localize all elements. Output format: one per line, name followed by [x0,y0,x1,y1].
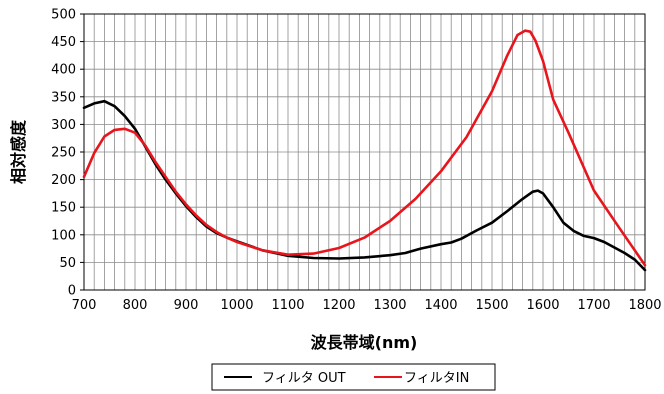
series-line-1 [82,29,647,267]
x-tick-label: 900 [174,298,199,313]
x-axis-ticks: 700 800 900 1000 1100 1200 1300 1400 1500 1600 170… [72,298,662,313]
y-tick-label: 250 [51,146,76,161]
y-axis-title: 相対感度 [9,119,28,184]
y-tick-label: 150 [51,201,76,216]
x-tick-label: 1300 [373,298,406,313]
series-layer [82,29,647,272]
y-tick-label: 350 [51,90,76,105]
x-tick-label: 1800 [628,298,661,313]
legend-box [211,363,496,391]
x-axis-title: 波長帯域(nm) [311,333,418,352]
y-tick-label: 500 [51,8,76,23]
y-tick-label: 400 [51,63,76,78]
x-tick-label: 1500 [475,298,508,313]
legend-label-filter-in: フィルタIN [404,371,469,386]
y-tick-label: 200 [51,173,76,188]
x-tick-label: 1400 [424,298,457,313]
x-tick-label: 700 [72,298,97,313]
x-tick-label: 800 [123,298,148,313]
x-tick-label: 1600 [526,298,559,313]
legend-label-filter-out: フィルタ OUT [262,371,346,386]
y-tick-label: 100 [51,228,76,243]
x-tick-label: 1100 [271,298,304,313]
legend: フィルタ OUT フィルタIN [211,363,496,391]
y-tick-label: 0 [68,284,76,299]
x-tick-label: 1200 [322,298,355,313]
y-tick-label: 450 [51,35,76,50]
y-tick-label: 300 [51,118,76,133]
x-tick-label: 1700 [577,298,610,313]
x-tick-label: 1000 [220,298,253,313]
y-tick-label: 50 [59,256,76,271]
y-axis-ticks: 0 50 100 150 200 250 300 350 400 450 500 [51,8,84,299]
